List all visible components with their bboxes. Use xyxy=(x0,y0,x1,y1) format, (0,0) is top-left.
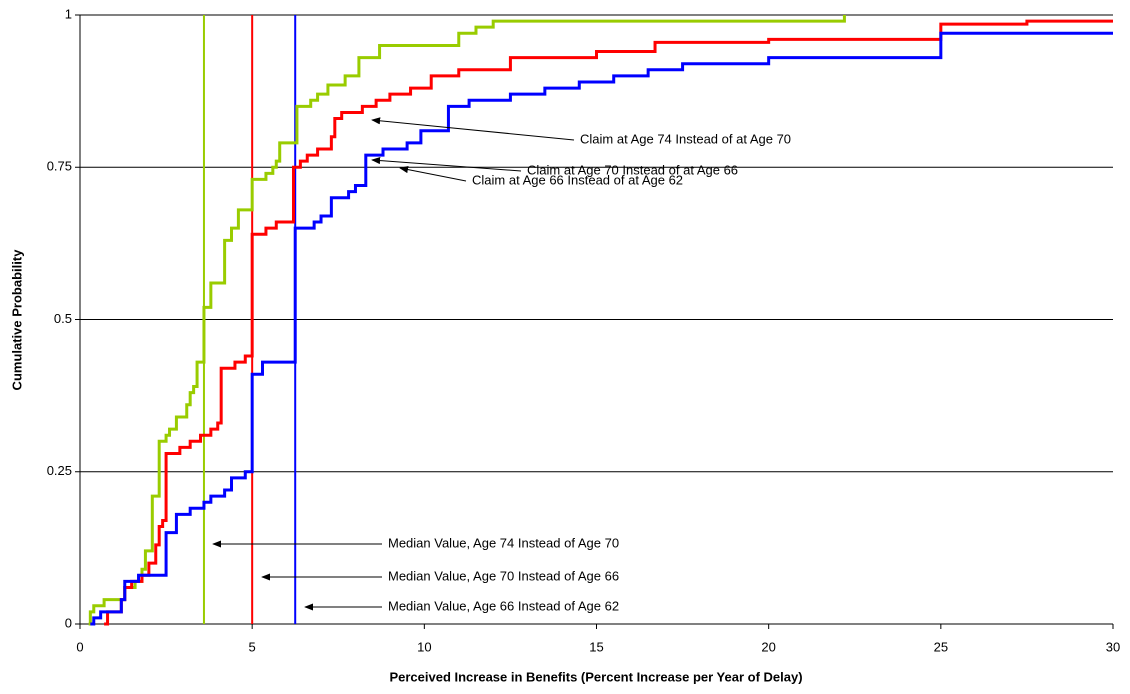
annotation-arrow xyxy=(399,166,467,182)
x-tick-label: 25 xyxy=(934,639,948,654)
annotation: Median Value, Age 70 Instead of Age 66 xyxy=(388,568,619,583)
y-tick-label: 0.5 xyxy=(54,311,72,326)
x-tick-label: 30 xyxy=(1106,639,1120,654)
y-tick-label: 0.25 xyxy=(47,463,72,478)
step-line xyxy=(88,15,846,626)
y-tick-label: 0 xyxy=(65,615,72,630)
annotation: Claim at Age 74 Instead of at Age 70 xyxy=(580,131,791,146)
annotation: Median Value, Age 66 Instead of Age 62 xyxy=(388,598,619,613)
x-tick-label: 0 xyxy=(76,639,83,654)
x-tick-label: 10 xyxy=(417,639,431,654)
step-line xyxy=(104,19,1113,626)
y-tick-label: 0.75 xyxy=(47,159,72,174)
annotation: Median Value, Age 74 Instead of Age 70 xyxy=(388,535,619,550)
x-tick-label: 15 xyxy=(589,639,603,654)
annotation-arrow xyxy=(371,157,522,172)
x-tick-label: 20 xyxy=(761,639,775,654)
x-tick-label: 5 xyxy=(249,639,256,654)
annotation-arrow xyxy=(371,117,575,141)
annotation: Claim at Age 70 Instead of at Age 66 xyxy=(527,162,738,177)
y-axis-label: Cumulative Probability xyxy=(9,249,24,391)
y-tick-label: 1 xyxy=(65,6,72,21)
step-line xyxy=(90,31,1113,626)
annotation: Claim at Age 66 Instead of at Age 62 xyxy=(472,172,683,187)
x-axis-label: Perceived Increase in Benefits (Percent … xyxy=(389,669,802,684)
